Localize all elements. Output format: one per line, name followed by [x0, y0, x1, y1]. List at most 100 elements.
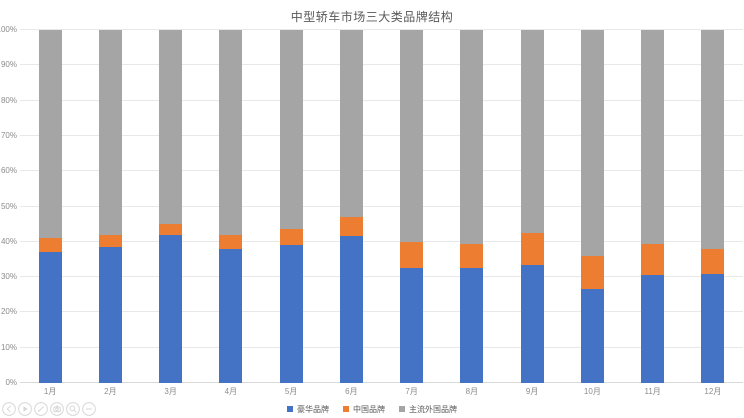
bar-segment[interactable] [98, 234, 122, 248]
bar-segment[interactable] [38, 30, 62, 239]
x-axis-label: 12月 [704, 387, 722, 396]
bar-segment[interactable] [400, 30, 424, 242]
bar-segment[interactable] [520, 264, 544, 383]
bar-column[interactable] [219, 30, 243, 383]
bar-column[interactable] [641, 30, 665, 383]
bar-segment[interactable] [98, 30, 122, 235]
y-axis-labels: 0% 10% 20% 30% 40% 50% 60% 70% 80% 90% 100% [0, 26, 17, 387]
bar-segment[interactable] [641, 275, 665, 383]
bar-segment[interactable] [219, 248, 243, 383]
bar-segment[interactable] [641, 30, 665, 244]
bar-segment[interactable] [580, 30, 604, 256]
bar-segment[interactable] [219, 30, 243, 235]
bar-segment[interactable] [520, 232, 544, 265]
bar-column[interactable] [400, 30, 424, 383]
y-axis-tick-label: 10% [0, 342, 17, 352]
legend-item[interactable]: 豪华品牌 [287, 404, 329, 415]
bar-segment[interactable] [520, 30, 544, 233]
legend-label: 主流外国品牌 [409, 404, 457, 414]
y-axis-tick-label: 0% [5, 378, 17, 387]
bar-segment[interactable] [701, 273, 725, 383]
x-axis-label: 8月 [465, 387, 479, 396]
x-axis-label: 4月 [224, 387, 238, 396]
bar-segment[interactable] [279, 245, 303, 383]
magnifier-icon[interactable] [66, 402, 80, 416]
gridline [20, 240, 743, 242]
bar-segment[interactable] [279, 30, 303, 230]
bar-column[interactable] [339, 30, 363, 383]
x-axis-label: 9月 [525, 387, 539, 396]
bar-column[interactable] [460, 30, 484, 383]
gridline [20, 134, 743, 136]
chart-toolbar [2, 402, 96, 416]
gridline [20, 276, 743, 278]
bar-segment[interactable] [400, 241, 424, 269]
x-axis-label: 6月 [345, 387, 358, 396]
bar-segment[interactable] [279, 229, 303, 246]
y-axis-tick-label: 100% [0, 25, 17, 34]
bar-segment[interactable] [580, 289, 604, 383]
gridline [20, 29, 743, 30]
gridline [20, 346, 743, 348]
bar-column[interactable] [98, 30, 122, 383]
pencil-icon[interactable] [34, 402, 48, 416]
y-axis-tick-label: 30% [0, 272, 17, 282]
y-axis-tick-label: 60% [0, 166, 17, 176]
camera-icon[interactable] [50, 402, 64, 416]
bar-segment[interactable] [38, 238, 62, 253]
x-axis-label: 2月 [104, 387, 117, 396]
gridline [20, 99, 743, 101]
bar-column[interactable] [159, 30, 183, 383]
legend-item[interactable]: 主流外国品牌 [399, 404, 457, 415]
bar-column[interactable] [580, 30, 604, 383]
legend-label: 中国品牌 [353, 404, 385, 414]
bar-segment[interactable] [339, 217, 363, 237]
bar-segment[interactable] [159, 234, 183, 383]
y-axis-tick-label: 40% [0, 236, 17, 246]
legend-swatch-icon [343, 406, 349, 412]
y-axis-tick-label: 90% [0, 60, 17, 70]
y-axis-tick-label: 20% [0, 307, 17, 317]
y-axis-tick-label: 70% [0, 130, 17, 140]
bar-segment[interactable] [339, 236, 363, 383]
chart-title: 中型轿车市场三大类品牌结构 [290, 10, 454, 24]
legend-swatch-icon [287, 406, 293, 412]
x-axis-label: 10月 [583, 387, 601, 396]
x-axis-label: 11月 [644, 387, 661, 396]
bar-segment[interactable] [400, 268, 424, 383]
bar-segment[interactable] [460, 30, 484, 244]
chevron-left-icon[interactable] [2, 402, 16, 416]
gridline [20, 205, 743, 207]
x-axis-labels: 1月 2月 3月 4月 5月 6月 7月 8月 9月 10月 11月 12月 [20, 386, 743, 398]
bar-column[interactable] [279, 30, 303, 383]
bar-column[interactable] [701, 30, 725, 383]
gridline [20, 170, 743, 172]
bar-segment[interactable] [219, 234, 243, 249]
x-axis-label: 5月 [284, 387, 298, 396]
bar-segment[interactable] [580, 255, 604, 290]
bar-segment[interactable] [460, 268, 484, 383]
minus-icon[interactable] [82, 402, 96, 416]
bar-segment[interactable] [701, 30, 725, 249]
bar-segment[interactable] [159, 30, 183, 225]
gridline [20, 64, 743, 66]
bar-segment[interactable] [641, 243, 665, 276]
plot-area [20, 29, 743, 383]
bar-segment[interactable] [701, 248, 725, 274]
bar-column[interactable] [38, 30, 62, 383]
x-axis-label: 1月 [43, 387, 57, 396]
x-axis-line [20, 382, 743, 383]
bar-segment[interactable] [98, 247, 122, 383]
legend-label: 豪华品牌 [297, 404, 329, 414]
bar-column[interactable] [520, 30, 544, 383]
bar-segment[interactable] [460, 243, 484, 269]
bar-segment[interactable] [38, 252, 62, 383]
x-axis-label: 7月 [405, 387, 418, 396]
bar-segment[interactable] [159, 224, 183, 235]
play-icon[interactable] [18, 402, 32, 416]
x-axis-label: 3月 [164, 387, 177, 396]
gridline [20, 311, 743, 313]
legend-item[interactable]: 中国品牌 [343, 404, 385, 415]
bar-segment[interactable] [339, 30, 363, 218]
